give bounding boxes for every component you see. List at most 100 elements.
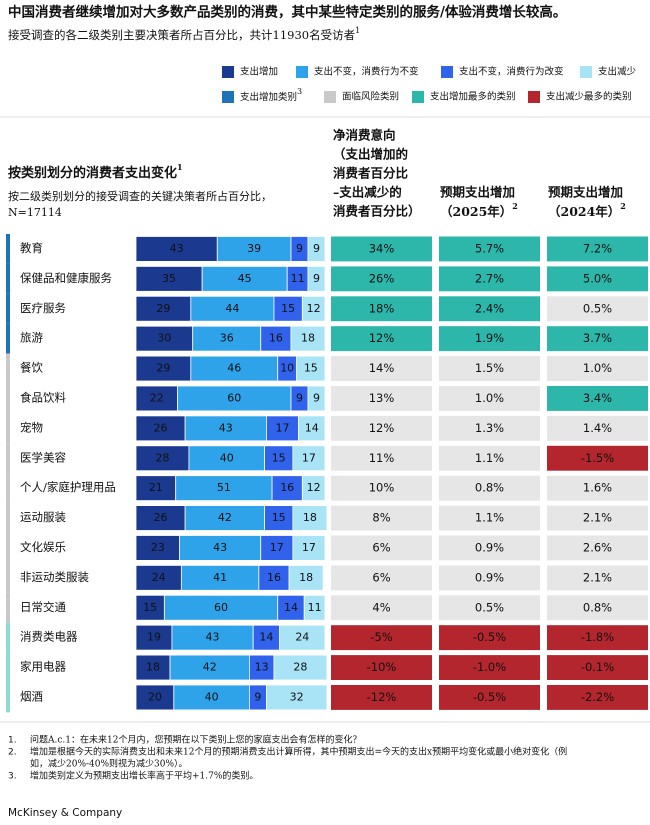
value-cell <box>439 475 540 501</box>
bar-segment <box>301 295 326 322</box>
bar-value: 24 <box>295 631 309 644</box>
category-label: 烟酒 <box>20 689 43 703</box>
bar-value: 9 <box>254 690 261 703</box>
legend-swatch <box>412 91 424 103</box>
bar-value: 36 <box>220 332 234 345</box>
bar-value: 15 <box>281 302 295 315</box>
cell-value: 10% <box>369 481 395 495</box>
value-cell <box>439 356 540 381</box>
bar-segment <box>190 355 279 382</box>
bar-value: 15 <box>272 511 286 524</box>
bar-value: 44 <box>225 302 239 315</box>
group-marker <box>6 323 10 354</box>
bar-segment <box>307 265 326 292</box>
year-header-text: （2024年） <box>548 204 620 219</box>
bar-segment <box>173 684 250 711</box>
value-cell <box>547 266 648 292</box>
cell-value: 5.0% <box>583 271 612 285</box>
cell-value: 0.9% <box>475 540 504 554</box>
cell-value: 0.5% <box>475 600 504 614</box>
cell-value: 1.0% <box>475 391 504 405</box>
bar-value: 23 <box>151 541 165 554</box>
bar-segment <box>298 415 326 442</box>
year-header-text: （2025年） <box>440 204 512 219</box>
group-marker <box>6 622 10 653</box>
cell-value: 1.3% <box>475 421 504 435</box>
value-cell <box>331 505 432 531</box>
bar-segment <box>184 415 267 442</box>
cell-value: 2.6% <box>583 540 612 554</box>
value-cell <box>547 565 648 591</box>
footnote-number: 1. <box>8 736 17 746</box>
value-cell <box>331 266 432 292</box>
left-subheader: N=17114 <box>8 206 62 219</box>
value-cell <box>439 505 540 531</box>
bar-value: 40 <box>205 690 219 703</box>
bar-segment <box>179 535 262 561</box>
cell-value: 3.7% <box>583 331 612 345</box>
value-cell <box>439 266 540 292</box>
category-label: 运动服装 <box>20 510 66 524</box>
value-cell <box>439 595 540 621</box>
cell-value: 6% <box>372 570 390 584</box>
category-label: 宠物 <box>20 420 43 434</box>
subtitle-text: 接受调查的各二级类别主要决策者所占百分比，共计11930名受访者 <box>8 28 355 42</box>
footnote-text: 增加类别定义为预期支出增长率高于平均+1.7%的类别。 <box>30 770 258 782</box>
bar-value: 28 <box>155 451 169 464</box>
legend-label-text: 支出增加类别 <box>240 91 297 103</box>
bar-value: 43 <box>213 541 227 554</box>
bar-value: 35 <box>162 272 176 285</box>
legend-label: 支出增加最多的类别 <box>430 91 516 103</box>
group-marker <box>6 592 10 623</box>
bar-segment <box>296 355 326 382</box>
bar-segment <box>180 565 260 591</box>
legend-swatch <box>580 66 592 78</box>
bar-value: 42 <box>218 511 232 524</box>
bar-segment <box>135 535 180 561</box>
bar-value: 17 <box>302 541 316 554</box>
category-label: 餐饮 <box>20 361 43 375</box>
left-header-text: 按类别划分的消费者支出变化 <box>8 165 177 181</box>
cell-value: 12% <box>369 331 395 345</box>
bar-value: 12 <box>307 481 321 494</box>
bar-segment <box>301 475 326 502</box>
category-label: 教育 <box>20 241 43 255</box>
category-label: 个人/家庭护理用品 <box>20 480 116 494</box>
cell-value: 1.1% <box>475 511 504 525</box>
cell-value: 2.7% <box>475 271 504 285</box>
bar-value: 11 <box>308 601 322 614</box>
legend-label: 支出减少最多的类别 <box>546 91 632 103</box>
bar-segment <box>303 594 326 621</box>
cell-value: 8% <box>372 511 390 525</box>
net-header: 消费者百分比 <box>333 166 409 181</box>
footnote-ref: 3 <box>297 87 302 96</box>
value-cell <box>439 386 540 411</box>
group-marker <box>6 562 10 593</box>
legend-label: 支出增加类别3 <box>240 87 302 103</box>
category-label: 家用电器 <box>20 660 66 674</box>
year-header: 预期支出增加 <box>548 185 623 200</box>
cell-value: 1.1% <box>475 451 504 465</box>
bar-value: 60 <box>227 391 241 404</box>
bar-value: 9 <box>296 391 303 404</box>
value-cell <box>331 296 432 322</box>
footnote-ref: 1 <box>177 162 183 172</box>
cell-value: 3.4% <box>583 391 612 405</box>
bar-value: 9 <box>313 391 320 404</box>
legend-label: 支出不变，消费行为不变 <box>314 66 419 78</box>
bar-value: 20 <box>148 690 162 703</box>
bar-value: 26 <box>154 421 168 434</box>
cell-value: 0.8% <box>583 600 612 614</box>
cell-value: 2.1% <box>583 570 612 584</box>
bar-value: 22 <box>150 391 164 404</box>
bar-segment <box>163 594 279 621</box>
category-label: 文化娱乐 <box>20 540 66 554</box>
value-cell <box>439 236 540 262</box>
year-header: （2024年）2 <box>548 201 626 219</box>
cell-value: -1.5% <box>581 451 614 465</box>
bar-value: 15 <box>272 451 286 464</box>
bar-segment <box>264 445 294 472</box>
value-cell <box>331 565 432 591</box>
cell-value: -0.1% <box>581 660 614 674</box>
bar-value: 43 <box>206 631 220 644</box>
